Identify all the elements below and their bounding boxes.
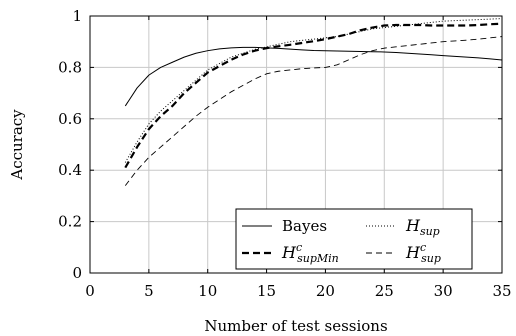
legend-label-2: Hsup — [405, 216, 440, 238]
series-line-4 — [124, 36, 503, 186]
legend-box — [235, 208, 473, 270]
series-layer — [124, 18, 503, 186]
series-line-3 — [124, 22, 503, 169]
x-tick-label: 10 — [198, 282, 217, 300]
y-tick-label: 0.4 — [58, 161, 82, 179]
y-axis-label: Accuracy — [8, 109, 26, 181]
y-tick-label: 0.6 — [58, 110, 82, 128]
y-tick-label: 1 — [72, 7, 82, 25]
legend-label-3: Hc supMin — [281, 241, 339, 265]
series-line-2 — [124, 18, 503, 163]
series-line-1 — [124, 46, 503, 107]
x-tick-label: 20 — [316, 282, 335, 300]
legend-label-4: Hc sup — [405, 241, 441, 265]
x-tick-label: 0 — [85, 282, 95, 300]
y-tick-label: 0.2 — [58, 213, 82, 231]
x-tick-label: 5 — [144, 282, 154, 300]
x-axis-label: Number of test sessions — [204, 317, 387, 335]
legend-label-1: Bayes — [282, 217, 327, 235]
axes-layer: 0 5 10 15 20 25 30 35 0 0.2 0.4 0.6 0.8 1 — [58, 7, 511, 300]
plot-frame — [89, 15, 503, 274]
grid-layer — [90, 16, 502, 273]
y-tick-label: 0.8 — [58, 58, 82, 76]
legend: Bayes Hsup Hc supMin Hc sup — [235, 208, 473, 270]
x-tick-label: 25 — [375, 282, 394, 300]
x-tick-label: 35 — [492, 282, 511, 300]
x-tick-label: 30 — [434, 282, 453, 300]
x-tick-label: 15 — [257, 282, 276, 300]
y-tick-label: 0 — [72, 264, 82, 282]
